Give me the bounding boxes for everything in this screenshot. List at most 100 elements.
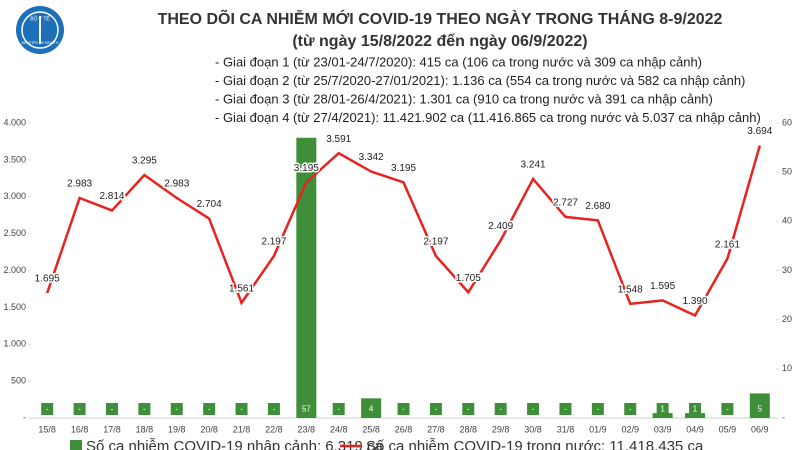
bar-label: - bbox=[435, 405, 438, 414]
bar-label: - bbox=[629, 405, 632, 414]
bar-label-box bbox=[527, 403, 540, 415]
line-label: 3.694 bbox=[747, 126, 772, 137]
bar-label-box bbox=[332, 403, 345, 415]
x-tick-label: 04/9 bbox=[686, 424, 704, 434]
line-label: 3.195 bbox=[391, 163, 416, 174]
line-label: 1.695 bbox=[35, 274, 60, 285]
x-tick-label: 26/8 bbox=[395, 424, 413, 434]
bar-label-box bbox=[721, 403, 734, 415]
y2ticks-label: 30 bbox=[782, 265, 792, 275]
line-label: 1.595 bbox=[650, 281, 675, 292]
bar-label: - bbox=[175, 405, 178, 414]
x-tick-label: 24/8 bbox=[330, 424, 348, 434]
line-label: 1.705 bbox=[456, 273, 481, 284]
yticks-label: 3.500 bbox=[3, 154, 26, 164]
line-label: 1.548 bbox=[618, 284, 643, 295]
bar-label: - bbox=[78, 405, 81, 414]
bar-label-box bbox=[138, 403, 151, 415]
line-label: 3.694 bbox=[747, 126, 772, 137]
line-label: 3.342 bbox=[359, 152, 384, 163]
line-label: 3.342 bbox=[359, 152, 384, 163]
line bbox=[46, 145, 762, 318]
bar-label-box bbox=[170, 403, 183, 415]
line-label: 2.983 bbox=[67, 179, 92, 190]
yticks-label: 1.000 bbox=[3, 339, 26, 349]
bar-label: - bbox=[111, 405, 114, 414]
line-label: 3.241 bbox=[521, 160, 546, 171]
bar bbox=[296, 137, 317, 418]
bar-label: - bbox=[143, 405, 146, 414]
bar-label-box bbox=[462, 403, 475, 415]
x-tick-label: 20/8 bbox=[200, 424, 218, 434]
line-label: 2.197 bbox=[261, 237, 286, 248]
bar-label: - bbox=[46, 405, 49, 414]
line-label: 2.409 bbox=[488, 221, 513, 232]
line-label: 3.591 bbox=[326, 134, 351, 145]
line-label: 3.195 bbox=[294, 163, 319, 174]
x-tick-label: 22/8 bbox=[265, 424, 283, 434]
y2ticks-label: 20 bbox=[782, 314, 792, 324]
x-tick-label: 25/8 bbox=[362, 424, 380, 434]
x-tick-label: 27/8 bbox=[427, 424, 445, 434]
bar-label: - bbox=[726, 405, 729, 414]
line-label: 3.195 bbox=[391, 163, 416, 174]
bar-label-box bbox=[591, 403, 604, 415]
y2ticks-label: 50 bbox=[782, 167, 792, 177]
line-label: 3.591 bbox=[326, 134, 351, 145]
bar-label: - bbox=[240, 405, 243, 414]
bar bbox=[685, 413, 706, 418]
bar-label-box bbox=[105, 403, 118, 415]
line-label: 2.983 bbox=[67, 179, 92, 190]
x-tick-label: 29/8 bbox=[492, 424, 510, 434]
bar-label: - bbox=[402, 405, 405, 414]
y2ticks-label: 40 bbox=[782, 216, 792, 226]
x-tick-label: 28/8 bbox=[460, 424, 478, 434]
line-label: 2.161 bbox=[715, 239, 740, 250]
legend-label: Số ca nhiễm COVID-19 nhập cảnh: 6.319 ca bbox=[86, 438, 384, 450]
yticks-label: 2.000 bbox=[3, 265, 26, 275]
bar-label-box bbox=[267, 403, 280, 415]
x-tick-label: 01/9 bbox=[589, 424, 607, 434]
bar-label-box bbox=[300, 403, 313, 415]
x-tick-label: 23/8 bbox=[298, 424, 316, 434]
yticks-label: 500 bbox=[11, 376, 26, 386]
logo-text: MINISTRY OF HEALTH bbox=[22, 41, 59, 45]
bar-label-box bbox=[494, 403, 507, 415]
x-tick-label: 18/8 bbox=[136, 424, 154, 434]
y2ticks-label: 60 bbox=[782, 117, 792, 127]
bar-label: - bbox=[564, 405, 567, 414]
line-label: 2.983 bbox=[164, 179, 189, 190]
bar-label: - bbox=[337, 405, 340, 414]
yticks-label: 1.500 bbox=[3, 302, 26, 312]
line-label: 1.548 bbox=[618, 284, 643, 295]
line-label: 2.197 bbox=[423, 237, 448, 248]
bar-label: 1 bbox=[693, 405, 698, 414]
line-label: 1.561 bbox=[229, 284, 254, 295]
line-label: 2.409 bbox=[488, 221, 513, 232]
x-tick-label: 19/8 bbox=[168, 424, 186, 434]
bar bbox=[652, 413, 673, 418]
bar-label: - bbox=[499, 405, 502, 414]
x-tick-label: 17/8 bbox=[103, 424, 121, 434]
x-tick-label: 30/8 bbox=[524, 424, 542, 434]
annotation: - Giai đoạn 4 (từ 27/4/2021): 11.421.902… bbox=[215, 110, 761, 125]
line-label: 2.704 bbox=[197, 199, 222, 210]
bar-label-box bbox=[429, 403, 442, 415]
line-label: 1.561 bbox=[229, 284, 254, 295]
line-label: 2.197 bbox=[261, 237, 286, 248]
bar-label: 1 bbox=[660, 405, 665, 414]
line-label: 1.695 bbox=[35, 274, 60, 285]
x-tick-label: 05/9 bbox=[719, 424, 737, 434]
yticks-label: - bbox=[23, 412, 26, 422]
line-label: 1.390 bbox=[683, 296, 708, 307]
legend-label: Số ca nhiễm COVID-19 trong nước: 11.418.… bbox=[366, 438, 704, 450]
bar-label: 4 bbox=[369, 405, 374, 414]
annotation: - Giai đoạn 1 (từ 23/01-24/7/2020): 415 … bbox=[215, 54, 702, 69]
bar-label-box bbox=[365, 403, 378, 415]
yticks-label: 4.000 bbox=[3, 117, 26, 127]
line-label: 3.195 bbox=[294, 163, 319, 174]
line-label: 2.814 bbox=[99, 191, 124, 202]
bar-label: 5 bbox=[758, 405, 763, 414]
legend-swatch bbox=[70, 440, 82, 450]
